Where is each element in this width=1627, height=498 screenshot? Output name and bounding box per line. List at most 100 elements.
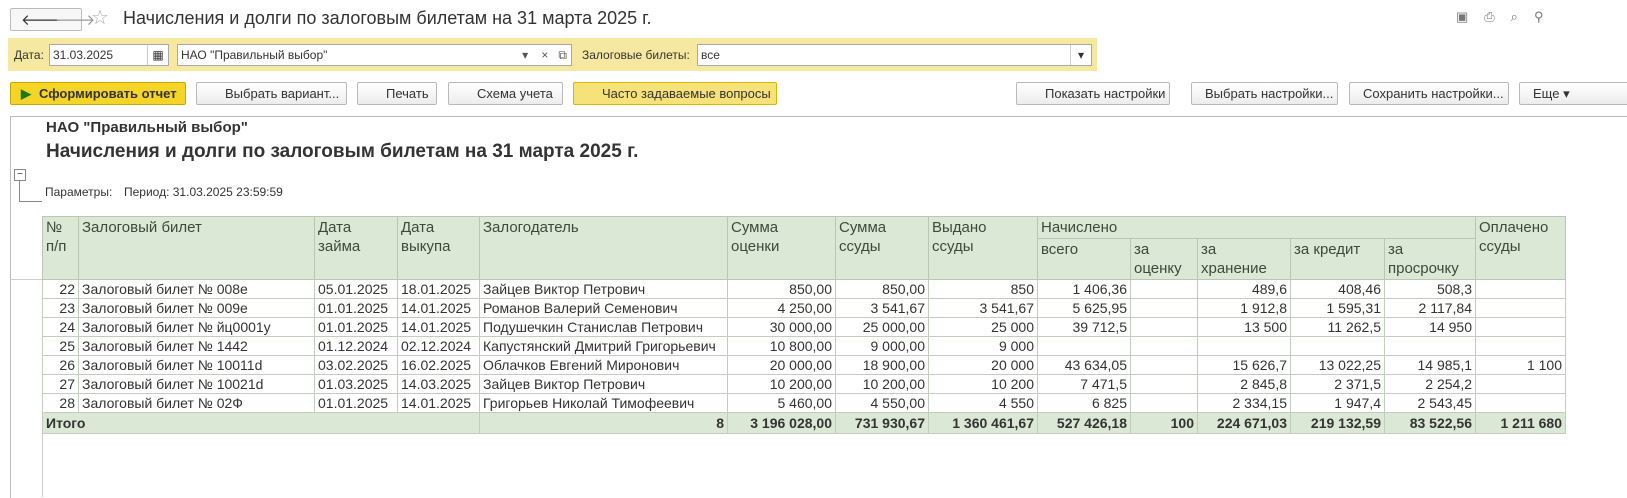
- cell: 01.03.2025: [314, 374, 398, 394]
- tickets-input[interactable]: все ▾: [697, 44, 1092, 66]
- data-row: 25 Залоговый билет № 1442 01.12.2024 02.12.…: [42, 336, 1566, 356]
- cell: Подушечкин Станислав Петрович: [479, 317, 728, 337]
- cell: 01.01.2025: [314, 298, 398, 318]
- org-input[interactable]: НАО "Правильный выбор" ▾ × ⧉: [177, 44, 572, 66]
- cell: 1 947,4: [1290, 393, 1385, 413]
- cell: 4 550,00: [835, 393, 929, 413]
- cell: [1475, 298, 1566, 318]
- cell: 03.02.2025: [314, 355, 398, 375]
- report-org: НАО "Правильный выбор": [46, 119, 248, 136]
- cell: 25: [42, 336, 79, 356]
- cell: 4 250,00: [727, 298, 836, 318]
- cell: 850: [928, 279, 1038, 299]
- cell: 508,3: [1384, 279, 1476, 299]
- cell: 22: [42, 279, 79, 299]
- cell: 9 000: [928, 336, 1038, 356]
- cell: 26: [42, 355, 79, 375]
- total-label: Итого: [42, 412, 480, 434]
- cell: 10 200: [928, 374, 1038, 394]
- cell: 18 900,00: [835, 355, 929, 375]
- cell: 10 800,00: [727, 336, 836, 356]
- faq-button[interactable]: Часто задаваемые вопросы: [573, 82, 777, 105]
- cell: 5 460,00: [727, 393, 836, 413]
- cell: 1 912,8: [1197, 298, 1291, 318]
- cell: 14.01.2025: [397, 317, 480, 337]
- cell: 2 371,5: [1290, 374, 1385, 394]
- cell: 14.03.2025: [397, 374, 480, 394]
- save-settings-button[interactable]: Сохранить настройки...: [1349, 82, 1509, 105]
- scheme-button[interactable]: Схема учета: [448, 82, 563, 105]
- column-header: за просрочку: [1384, 238, 1476, 280]
- cell: 7 471,5: [1037, 374, 1131, 394]
- cell: 14.01.2025: [397, 298, 480, 318]
- total-cell: 731 930,67: [835, 412, 929, 434]
- cell: 2 117,84: [1384, 298, 1476, 318]
- cell: 3 541,67: [835, 298, 929, 318]
- cell: [1130, 279, 1198, 299]
- cell: [1037, 336, 1131, 356]
- cell: 6 825: [1037, 393, 1131, 413]
- report-table: № п/п Залоговый билет Дата займа Дата выкуп…: [42, 216, 1566, 434]
- cell: 13 022,25: [1290, 355, 1385, 375]
- group-line: [19, 181, 42, 202]
- print-button[interactable]: Печать: [357, 82, 437, 105]
- cell: 05.01.2025: [314, 279, 398, 299]
- window-icons[interactable]: ▣⎙⌕⚲: [1456, 9, 1560, 24]
- button-label: Схема учета: [477, 86, 553, 101]
- show-settings-button[interactable]: Показать настройки: [1016, 82, 1170, 105]
- data-row: 26 Залоговый билет № 10011d 03.02.2025 16.0…: [42, 355, 1566, 375]
- more-button[interactable]: Еще ▾: [1519, 82, 1627, 105]
- cell: 28: [42, 393, 79, 413]
- cell: Романов Валерий Семенович: [479, 298, 728, 318]
- generate-button[interactable]: ▶ Сформировать отчет: [10, 82, 186, 105]
- collapse-toggle[interactable]: −: [14, 169, 26, 181]
- total-cell: 224 671,03: [1197, 412, 1291, 434]
- cell: Залоговый билет № 008е: [78, 279, 315, 299]
- data-row: 23 Залоговый билет № 009е 01.01.2025 14.01.…: [42, 298, 1566, 318]
- params-value: Период: 31.03.2025 23:59:59: [124, 185, 283, 199]
- cell: [1475, 374, 1566, 394]
- data-row: 22 Залоговый билет № 008е 05.01.2025 18.01.…: [42, 279, 1566, 299]
- cell: 15 626,7: [1197, 355, 1291, 375]
- cell: [1197, 336, 1291, 356]
- cell: 24: [42, 317, 79, 337]
- button-label: Часто задаваемые вопросы: [602, 86, 771, 101]
- date-input[interactable]: 31.03.2025 ▦: [49, 44, 169, 66]
- column-header: за кредит: [1290, 238, 1385, 280]
- cell: Залоговый билет № 10011d: [78, 355, 315, 375]
- button-label: Печать: [386, 86, 429, 101]
- report-area: [10, 116, 1627, 498]
- cell: 30 000,00: [727, 317, 836, 337]
- total-cell: 83 522,56: [1384, 412, 1476, 434]
- total-cell: 3 196 028,00: [727, 412, 836, 434]
- column-header: № п/п: [42, 216, 79, 280]
- total-cell: 8: [479, 412, 728, 434]
- cell: Залоговый билет № йц0001у: [78, 317, 315, 337]
- cell: 39 712,5: [1037, 317, 1131, 337]
- org-value: НАО "Правильный выбор": [181, 48, 328, 62]
- cell: Григорьев Николай Тимофеевич: [479, 393, 728, 413]
- choose-settings-button[interactable]: Выбрать настройки...: [1191, 82, 1338, 105]
- cell: 1 595,31: [1290, 298, 1385, 318]
- cell: 14 985,1: [1384, 355, 1476, 375]
- total-cell: 527 426,18: [1037, 412, 1131, 434]
- nav-buttons[interactable]: 🡐 🡒: [10, 8, 95, 31]
- cell: 23: [42, 298, 79, 318]
- variant-button[interactable]: Выбрать вариант...: [196, 82, 347, 105]
- column-header: за оценку: [1130, 238, 1198, 280]
- cell: 27: [42, 374, 79, 394]
- cell: 01.12.2024: [314, 336, 398, 356]
- cell: [1475, 279, 1566, 299]
- cell: 2 334,15: [1197, 393, 1291, 413]
- favorite-star[interactable]: ☆: [91, 7, 109, 29]
- cell: Зайцев Виктор Петрович: [479, 279, 728, 299]
- cell: 43 634,05: [1037, 355, 1131, 375]
- cell: 11 262,5: [1290, 317, 1385, 337]
- params-label: Параметры:: [45, 185, 113, 199]
- report-title: Начисления и долги по залоговым билетам …: [46, 141, 639, 162]
- cell: 850,00: [835, 279, 929, 299]
- cell: [1290, 336, 1385, 356]
- button-label: Сохранить настройки...: [1363, 86, 1504, 101]
- cell: 4 550: [928, 393, 1038, 413]
- data-row: 27 Залоговый билет № 10021d 01.03.2025 14.0…: [42, 374, 1566, 394]
